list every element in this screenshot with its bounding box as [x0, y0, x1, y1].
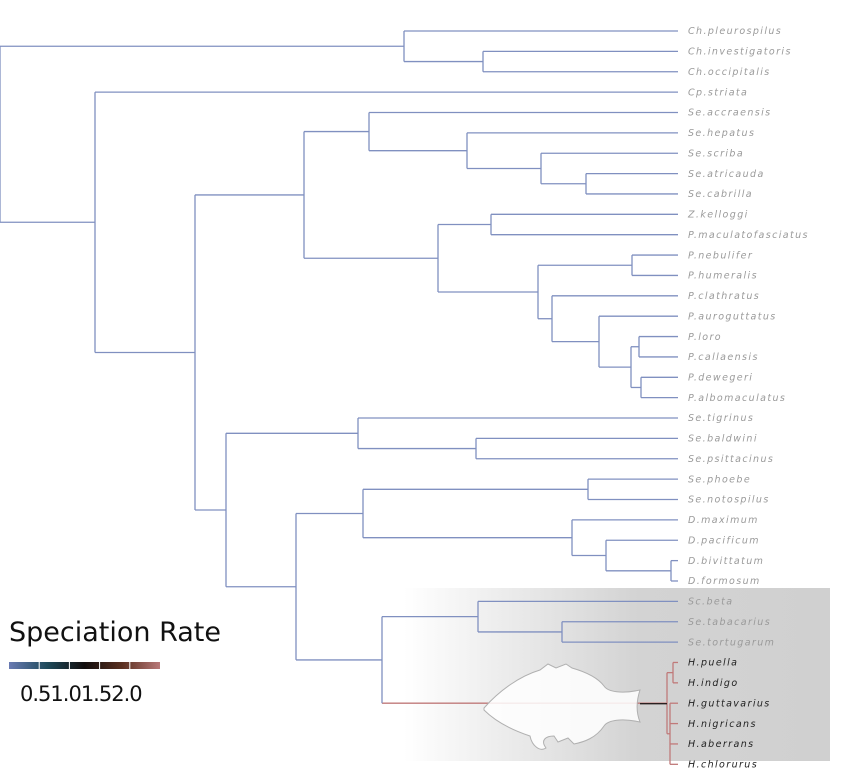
tip-label: H.indigo: [688, 678, 739, 689]
tip-labels: Ch.pleurospilus Ch.investigatoris Ch.occip…: [687, 26, 809, 768]
legend-color-bar: [9, 662, 160, 669]
tip-label: P.callaensis: [688, 352, 759, 363]
highlight-clade-box: [404, 588, 830, 761]
tip-label: Se.accraensis: [688, 108, 772, 119]
legend-title: Speciation Rate: [9, 617, 221, 648]
tip-label: P.humeralis: [688, 271, 758, 282]
tip-label: D.formosum: [688, 576, 761, 587]
tip-label: P.nebulifer: [688, 250, 753, 261]
legend-tick-labels: 0.51.01.52.0: [20, 682, 143, 706]
tip-label: Se.hepatus: [688, 128, 755, 139]
tip-label: Cp.striata: [688, 87, 748, 98]
tip-label: Se.cabrilla: [688, 189, 753, 200]
tip-label: H.puella: [688, 658, 738, 669]
tip-label: Se.notospilus: [688, 495, 770, 506]
tip-label: P.loro: [688, 332, 722, 343]
legend-tick-2: 1.5: [80, 682, 112, 706]
tip-label: Ch.occipitalis: [688, 67, 771, 78]
tip-label: H.aberrans: [688, 739, 754, 750]
tip-label: Se.baldwini: [688, 434, 758, 445]
tip-label: Se.scriba: [688, 148, 744, 159]
tip-label: P.albomaculatus: [688, 393, 786, 404]
tip-label: P.dewegeri: [688, 372, 753, 383]
tip-label: D.pacificum: [688, 535, 760, 546]
tip-label: Z.kelloggi: [687, 210, 749, 221]
tip-label: H.chlorurus: [688, 760, 758, 768]
tip-label: Se.tabacarius: [688, 617, 771, 628]
legend-tick-1: 1.0: [50, 682, 81, 706]
tip-label: H.guttavarius: [688, 698, 771, 709]
tip-label: Se.atricauda: [688, 169, 765, 180]
tip-label: D.bivittatum: [688, 556, 764, 567]
tip-label: P.auroguttatus: [688, 311, 777, 322]
tip-label: Sc.beta: [688, 597, 734, 608]
tip-label: Se.tigrinus: [688, 413, 754, 424]
tip-label: Se.psittacinus: [688, 454, 774, 465]
tip-label: H.nigricans: [688, 719, 757, 730]
branches: [0, 30, 678, 765]
legend-tick-3: 2.0: [111, 682, 142, 706]
tip-label: Ch.pleurospilus: [688, 26, 782, 37]
fish-silhouette-icon: [483, 663, 641, 750]
tip-label: Se.phoebe: [688, 474, 751, 485]
tip-label: D.maximum: [688, 515, 759, 526]
tip-label: Ch.investigatoris: [688, 47, 792, 58]
tip-label: P.maculatofasciatus: [688, 230, 809, 241]
tip-label: P.clathratus: [688, 291, 760, 302]
legend-tick-0: 0.5: [20, 682, 51, 706]
tip-label: Se.tortugarum: [688, 637, 775, 648]
